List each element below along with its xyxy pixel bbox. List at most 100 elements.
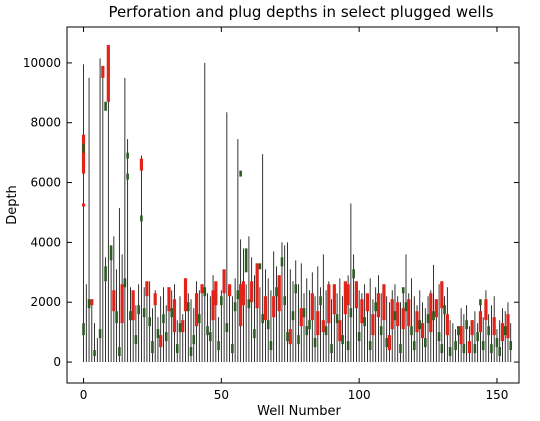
perforation-interval [183,278,188,312]
plug-interval [140,215,143,222]
perforation-interval [181,320,185,333]
perforation-interval [459,326,463,345]
plug-interval [162,314,165,324]
plug-interval [178,323,182,333]
perforation-interval [272,296,276,318]
perforation-interval [214,281,218,306]
plug-interval [462,344,466,354]
perforation-interval [112,290,116,312]
perforation-interval [172,299,177,333]
plug-interval [82,323,85,336]
plug-interval [498,347,502,357]
y-tick-label: 6000 [30,176,61,190]
plug-interval [330,344,333,354]
perforation-interval [434,299,438,318]
perforation-interval [106,44,110,102]
plug-interval [401,287,405,294]
perforation-interval [159,335,163,348]
perforation-interval [211,290,215,321]
plug-interval [118,347,121,357]
plug-interval [399,344,402,354]
perforation-interval [390,299,394,330]
perforation-interval [145,281,149,297]
perforation-interval [228,284,232,297]
plug-interval [349,308,353,318]
plug-interval [123,278,127,288]
plug-interval [269,341,273,351]
y-axis-label: Depth [5,185,20,225]
perforation-interval [81,203,86,207]
plug-interval [261,314,264,324]
perforation-interval [470,320,474,336]
plug-interval [206,326,209,336]
plug-interval [283,296,287,306]
plug-interval [302,308,306,318]
perforation-interval [316,311,320,336]
perforation-interval [194,293,199,327]
plug-interval [490,344,493,354]
plug-interval [379,326,383,336]
plug-interval [374,302,377,312]
plug-interval [294,284,298,294]
perforation-interval [401,308,405,330]
y-tick-label: 4000 [30,235,61,249]
plug-interval [319,296,322,306]
plug-interval [175,344,179,354]
plug-interval [423,338,427,348]
plug-interval [115,311,118,324]
plug-interval [126,173,129,180]
perforation-interval [376,293,381,318]
perforation-interval [299,308,303,327]
plug-interval [98,329,102,339]
perforation-interval [338,320,342,342]
plug-interval [509,341,513,351]
perforation-interval [139,158,144,171]
y-tick-label: 0 [53,355,61,369]
plug-interval [495,338,499,348]
perforation-interval [354,281,358,309]
perforation-interval [153,293,157,306]
data-marks [81,44,513,363]
plug-interval [192,335,196,345]
plug-interval [346,341,350,351]
perforation-interval [241,281,245,306]
plug-interval [209,332,212,342]
perforation-interval [120,284,124,324]
perforation-interval [81,134,86,174]
plug-interval [465,320,468,330]
perforation-interval [222,269,226,294]
plug-interval [266,320,270,330]
perforation-interval [484,299,488,321]
plug-interval [186,302,190,312]
plug-interval [134,335,138,345]
plug-interval [473,344,477,354]
plug-interval [481,341,485,351]
perforation-interval [440,281,444,309]
plug-interval [275,287,278,297]
y-tick-label: 2000 [30,295,61,309]
perforation-interval [321,320,325,333]
x-axis-label: Well Number [257,404,341,419]
plug-interval [247,299,251,309]
plug-interval [363,317,366,327]
plug-interval [225,323,229,333]
perforation-interval [288,329,292,345]
plug-interval [432,311,435,321]
plug-interval [109,245,113,261]
plug-interval [313,338,317,348]
perforation-interval [255,263,259,309]
perforation-interval [250,281,254,303]
plug-interval [244,248,248,273]
plug-interval [352,269,355,279]
perforation-interval [360,299,364,324]
plug-interval [297,335,300,345]
plug-interval [197,314,201,324]
x-tick-label: 150 [485,388,508,402]
plug-interval [412,341,416,351]
plug-interval [341,335,344,345]
plug-interval [418,320,422,330]
perforation-interval [478,311,483,333]
plug-interval [404,302,408,312]
plug-interval [368,341,372,351]
